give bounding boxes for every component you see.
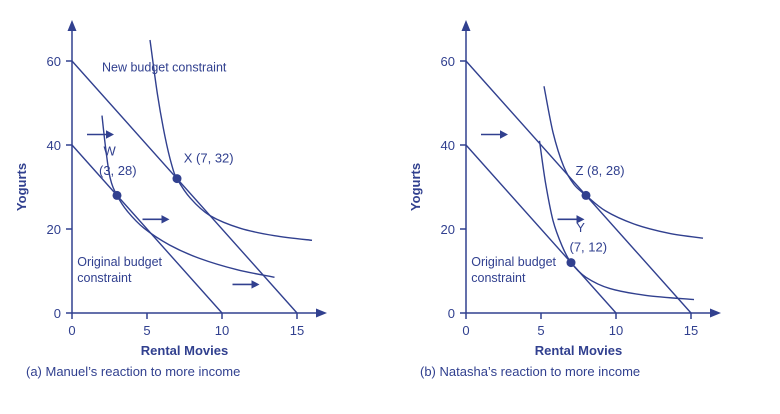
x-tick-label: 10 [609,323,623,338]
chart-manuel: 0 20 40 60 0 5 10 15 Rental Movies Yogurts New bud… [14,20,327,358]
y-axis-title: Yogurts [408,163,423,211]
x-axis-title: Rental Movies [141,343,228,358]
x-tick-label: 15 [684,323,698,338]
budget-constraint-figure: 0 20 40 60 0 5 10 15 Rental Movies Yogurts New bud… [10,8,780,379]
x-tick-label: 15 [290,323,304,338]
y-tick-label: 0 [54,306,61,321]
shift-arrow-head-icon [576,215,585,224]
caption-panel-b: (b) Natasha’s reaction to more income [420,364,641,379]
y-tick-label: 40 [47,138,61,153]
annotation-label: Original budget [471,255,556,269]
point-label-X: X (7, 32) [184,151,234,166]
panel-a: 0 20 40 60 0 5 10 15 Rental Movies Yogurts New bud… [10,8,388,379]
y-tick-label: 20 [47,222,61,237]
new-budget-constraint-line [71,60,298,314]
y-tick-label: 60 [47,54,61,69]
x-tick-label: 0 [462,323,469,338]
y-tick-label: 60 [441,54,455,69]
y-tick-label: 20 [441,222,455,237]
point-label-W: (3, 28) [99,163,137,178]
x-axis-title: Rental Movies [535,343,622,358]
x-tick-label: 5 [537,323,544,338]
point-label-Z: Z (8, 28) [576,163,625,178]
point-X [172,174,182,184]
y-tick-label: 40 [441,138,455,153]
annotation-label: constraint [471,271,526,285]
point-label-Y: Y [576,220,585,235]
y-tick-label: 0 [448,306,455,321]
x-tick-label: 0 [68,323,75,338]
x-tick-label: 5 [143,323,150,338]
indifference-curve-through-W [101,115,275,278]
shift-arrow-head-icon [161,215,170,224]
shift-arrow-head-icon [106,130,114,139]
point-label-W: W [104,144,117,159]
indifference-curve-through-Z [543,86,704,239]
point-Y [566,258,576,268]
y-axis-arrow-icon [67,20,77,31]
x-axis-arrow-icon [710,308,721,318]
caption-panel-a: (a) Manuel’s reaction to more income [26,364,241,379]
point-Z [581,190,591,200]
original-budget-constraint-line [465,144,617,314]
y-axis-title: Yogurts [14,163,29,211]
point-W [112,190,122,200]
new-budget-constraint-line [465,60,692,314]
panel-b: 0 20 40 60 0 5 10 15 Rental Movies Yogurts Origina… [404,8,780,379]
x-tick-label: 10 [215,323,229,338]
x-axis-arrow-icon [316,308,327,318]
point-label-Y: (7, 12) [570,240,608,255]
shift-arrow-head-icon [251,280,260,289]
annotation-label: New budget constraint [102,61,227,75]
chart-natasha: 0 20 40 60 0 5 10 15 Rental Movies Yogurts Origina… [408,20,721,358]
shift-arrow-head-icon [500,130,508,139]
original-budget-constraint-line [71,144,223,314]
y-axis-arrow-icon [461,20,471,31]
annotation-label: constraint [77,271,132,285]
annotation-label: Original budget [77,255,162,269]
indifference-curve-through-X [149,39,313,241]
